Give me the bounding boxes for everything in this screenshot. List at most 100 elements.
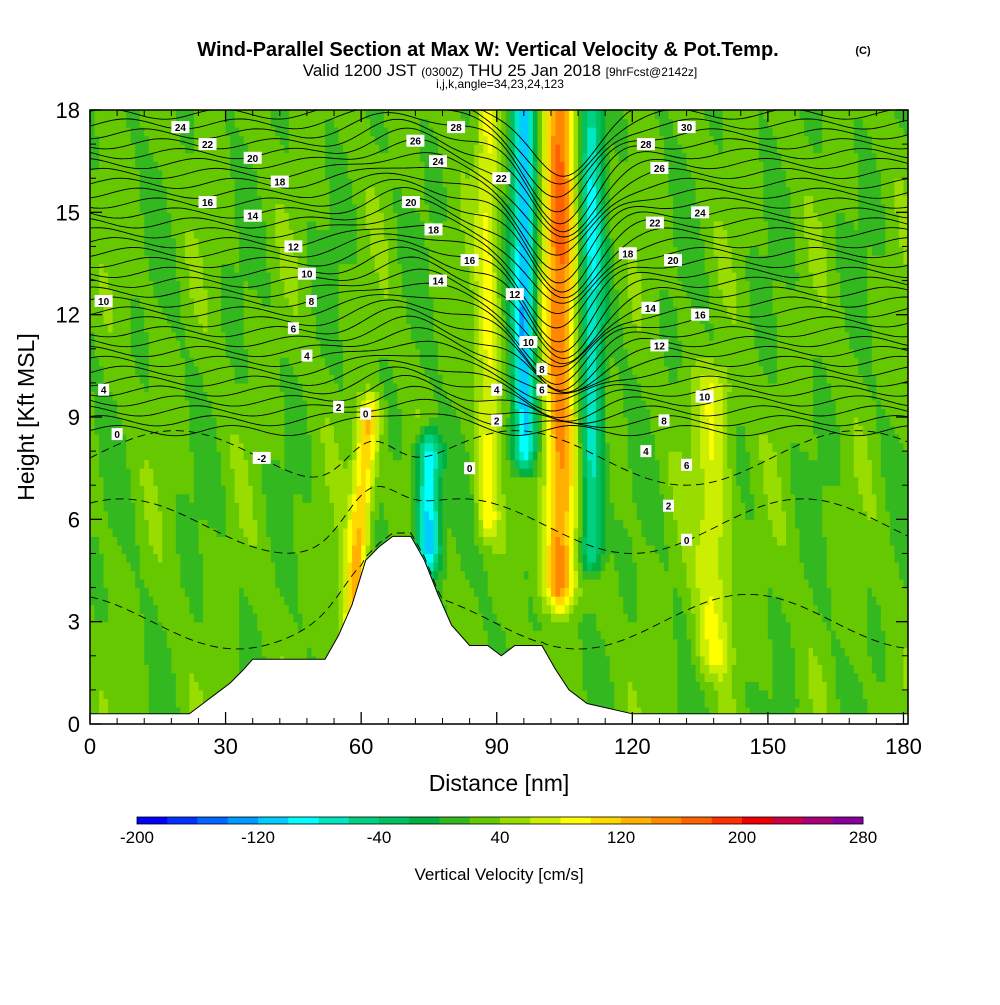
velocity-cell bbox=[99, 672, 105, 682]
velocity-cell bbox=[338, 527, 344, 537]
velocity-cell bbox=[374, 297, 380, 307]
velocity-cell bbox=[248, 434, 254, 444]
velocity-cell bbox=[189, 604, 195, 614]
velocity-cell bbox=[117, 510, 123, 520]
velocity-cell bbox=[284, 229, 290, 239]
velocity-cell bbox=[139, 348, 145, 358]
velocity-cell bbox=[130, 382, 136, 393]
velocity-cell bbox=[252, 442, 258, 452]
velocity-cell bbox=[239, 451, 245, 461]
velocity-cell bbox=[117, 144, 123, 154]
velocity-cell bbox=[202, 152, 209, 162]
velocity-cell bbox=[112, 399, 118, 410]
velocity-cell bbox=[189, 647, 195, 657]
velocity-cell bbox=[212, 425, 218, 435]
velocity-cell bbox=[216, 502, 222, 512]
velocity-cell bbox=[189, 289, 195, 299]
velocity-cell bbox=[397, 237, 403, 248]
velocity-cell bbox=[166, 169, 172, 179]
velocity-cell bbox=[153, 451, 159, 461]
velocity-cell bbox=[302, 186, 308, 196]
velocity-cell bbox=[352, 229, 358, 239]
velocity-cell bbox=[221, 425, 227, 435]
velocity-cell bbox=[315, 323, 322, 333]
velocity-cell bbox=[148, 681, 154, 691]
velocity-cell bbox=[392, 118, 398, 128]
velocity-cell bbox=[275, 195, 281, 205]
velocity-cell bbox=[374, 425, 380, 435]
velocity-cell bbox=[162, 527, 168, 537]
velocity-cell bbox=[166, 348, 172, 358]
velocity-cell bbox=[275, 110, 281, 120]
velocity-cell bbox=[157, 587, 163, 597]
velocity-cell bbox=[130, 135, 136, 145]
velocity-cell bbox=[365, 246, 371, 256]
velocity-cell bbox=[320, 604, 326, 614]
velocity-cell bbox=[225, 536, 231, 546]
velocity-cell bbox=[225, 195, 231, 205]
velocity-cell bbox=[252, 161, 258, 171]
velocity-cell bbox=[180, 468, 186, 478]
velocity-cell bbox=[392, 348, 398, 358]
velocity-cell bbox=[175, 561, 181, 572]
velocity-cell bbox=[279, 468, 285, 478]
velocity-cell bbox=[180, 323, 186, 333]
velocity-cell bbox=[379, 237, 385, 248]
velocity-cell bbox=[234, 203, 240, 213]
velocity-cell bbox=[166, 195, 172, 205]
velocity-cell bbox=[175, 280, 181, 290]
velocity-cell bbox=[230, 135, 236, 145]
velocity-cell bbox=[239, 408, 245, 418]
velocity-cell bbox=[293, 647, 299, 657]
velocity-cell bbox=[117, 476, 123, 486]
velocity-cell bbox=[198, 254, 204, 265]
velocity-cell bbox=[112, 340, 118, 350]
velocity-cell bbox=[189, 638, 195, 648]
velocity-cell bbox=[252, 272, 258, 282]
velocity-cell bbox=[175, 570, 181, 580]
velocity-cell bbox=[365, 468, 371, 478]
velocity-cell bbox=[383, 280, 389, 290]
velocity-cell bbox=[103, 127, 109, 137]
velocity-cell bbox=[171, 553, 177, 563]
velocity-cell bbox=[320, 272, 326, 282]
velocity-cell bbox=[252, 246, 258, 256]
velocity-cell bbox=[347, 280, 353, 290]
velocity-cell bbox=[207, 621, 213, 631]
velocity-cell bbox=[198, 212, 204, 222]
velocity-cell bbox=[225, 570, 231, 580]
velocity-cell bbox=[144, 613, 150, 623]
velocity-cell bbox=[297, 630, 304, 640]
velocity-cell bbox=[171, 246, 177, 256]
velocity-cell bbox=[144, 544, 150, 555]
velocity-cell bbox=[135, 186, 141, 196]
velocity-cell bbox=[108, 613, 114, 623]
velocity-cell bbox=[90, 203, 96, 213]
velocity-cell bbox=[90, 664, 96, 674]
velocity-cell bbox=[288, 118, 294, 128]
velocity-cell bbox=[117, 229, 123, 239]
velocity-cell bbox=[383, 493, 389, 503]
velocity-cell bbox=[311, 203, 317, 213]
velocity-cell bbox=[302, 340, 308, 350]
velocity-cell bbox=[270, 434, 276, 444]
velocity-cell bbox=[148, 314, 154, 324]
velocity-cell bbox=[275, 630, 281, 640]
velocity-cell bbox=[112, 229, 118, 239]
velocity-cell bbox=[370, 280, 376, 290]
velocity-cell bbox=[175, 681, 181, 691]
velocity-cell bbox=[275, 246, 281, 256]
velocity-cell bbox=[261, 348, 267, 358]
velocity-cell bbox=[329, 502, 335, 512]
velocity-cell bbox=[325, 297, 331, 307]
velocity-cell bbox=[347, 493, 353, 503]
velocity-cell bbox=[180, 272, 186, 282]
velocity-cell bbox=[288, 621, 294, 631]
velocity-cell bbox=[261, 331, 267, 341]
velocity-cell bbox=[198, 604, 204, 614]
velocity-cell bbox=[162, 340, 168, 350]
velocity-cell bbox=[361, 229, 367, 239]
velocity-cell bbox=[216, 417, 222, 427]
velocity-cell bbox=[193, 314, 200, 324]
velocity-cell bbox=[252, 229, 258, 239]
